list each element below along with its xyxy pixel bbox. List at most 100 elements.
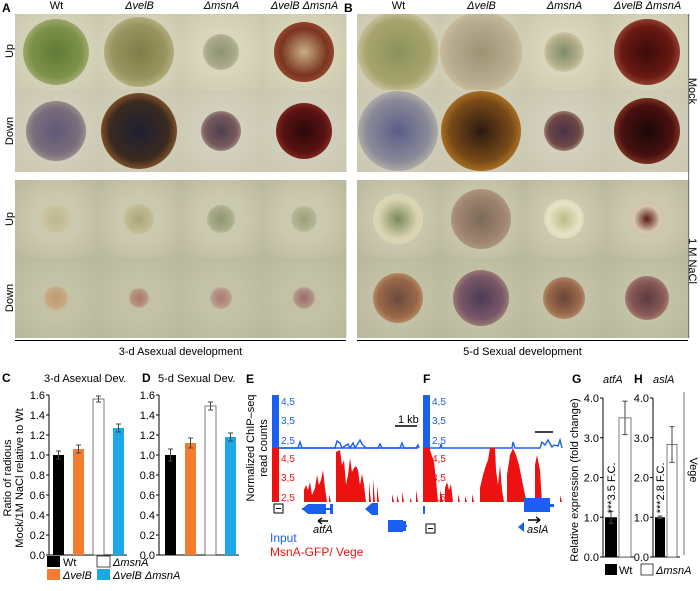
y-axis-label-c-line2: Mock/1M NaCl relative to Wt [14,408,26,547]
y-tick-label-D: 1.0 [140,450,155,462]
plate-a-up-nacl-msna [180,180,264,258]
condition-label-mock: Mock [686,77,698,105]
plate-a-up-nacl-velb [98,180,182,258]
colony-image [26,101,86,161]
plate-a-up-nacl-wt [15,180,99,258]
chip-track-f [430,448,562,502]
y-tick-label-C: 1.0 [30,450,45,462]
y-axis-label-g: Relative expression (fold change) [569,398,581,561]
panel-label-g: G [572,372,581,386]
plate-a-down-mock-double [263,90,347,172]
svg-text:4,5: 4,5 [432,454,446,465]
plate-b-up-nacl-msna [523,180,607,258]
y-tick-label-C: 1.2 [30,430,45,442]
svg-text:3,5: 3,5 [432,416,446,427]
input-track-e [279,438,420,450]
gene-models-f [423,506,524,532]
legend-label-msna-gh: ΔmsnA [655,565,692,577]
legend-label-wt-gh: Wt [619,565,632,577]
input-scale-bar-f [423,395,430,448]
legend-label-msna: ΔmsnA [112,557,149,569]
col-header-a-double: ΔvelB ΔmsnA [270,0,339,12]
colony-image [373,194,423,244]
plate-b-down-mock-double [606,90,690,172]
gene-models-f-right [524,498,554,512]
arrow-left-icon-e [317,517,328,525]
legend-swatch-wt-gh [605,564,617,575]
bar-charts-cd: C D 3-d Asexual Dev. 5-d Sexual Dev. Rat… [2,371,239,582]
bar-D-2 [204,405,217,556]
colony-image [276,103,332,159]
colony-image [453,270,509,326]
footer-line-a [15,340,346,341]
bar-C-0 [53,455,64,555]
condition-label-nacl: 1 M NaCl [686,238,698,284]
colony-image [357,14,439,90]
chart-title-c: 3-d Asexual Dev. [44,373,126,385]
panel-label-e: E [246,372,254,386]
svg-text:4,5: 4,5 [281,397,295,408]
colony-image [129,288,149,308]
panel-label-h: H [634,372,643,386]
plate-b-up-mock-velb [440,14,524,90]
legend-swatch-msna [96,555,111,568]
svg-text:3,5: 3,5 [432,473,446,484]
y-tick-label-H: 2.0 [634,473,649,485]
input-scale-bar-e [272,395,279,448]
y-tick-label-D: 0.6 [140,490,155,502]
bar-charts-gh: G atfA H aslA Relative expression (fold … [524,372,699,577]
y-tick-label-D: 1.6 [140,390,155,402]
colony-image [210,287,232,309]
bar-D-0 [165,455,176,555]
y-tick-label-D: 1.4 [140,410,155,422]
plate-b-up-mock-wt [357,14,441,90]
colony-image [441,91,521,171]
y-tick-label-D: 0.4 [140,510,155,522]
colony-image [291,206,317,232]
gene-label-atfa: atfA [313,524,333,536]
legend-label-wt: Wt [63,557,76,569]
col-header-b-wt: Wt [391,0,406,12]
legend-swatch-double [97,569,110,580]
y-tick-label-C: 1.6 [30,390,45,402]
svg-text:2,5: 2,5 [432,493,446,504]
y-tick-label-H: 1.0 [634,512,649,524]
y-tick-label-G: 1.0 [584,512,599,524]
footer-line-b [357,340,688,341]
chart-title-g: atfA [603,374,623,386]
y-tick-label-H: 4.0 [634,393,649,405]
panel-label-a: A [2,1,11,15]
colony-image [625,276,669,320]
colony-image [544,32,584,72]
scale-label-e: 1 kb [398,414,419,426]
colony-image [358,91,438,171]
plate-a-down-nacl-velb [98,258,182,338]
colony-image [274,22,334,82]
y-tick-label-C: 0.4 [30,510,45,522]
bar-G-0 [605,517,617,557]
y-tick-label-C: 0.8 [30,470,45,482]
bar-C-3 [113,428,124,555]
y-tick-label-D: 1.2 [140,430,155,442]
colony-image [614,98,680,164]
side-label-vege: Vege [687,457,699,482]
colony-image [124,204,154,234]
plate-b-down-mock-wt [357,90,441,172]
colony-image [44,286,68,310]
panel-label-d: D [142,371,151,385]
plate-b-up-nacl-wt [357,180,441,258]
plate-b-down-nacl-wt [357,258,441,338]
arrow-right-icon-f [528,516,541,524]
plate-a-up-mock-wt [15,14,99,90]
colony-image [544,199,584,239]
chip-seq-tracks: E F 4,5 3,5 2,5 4,5 3,5 2,5 1 kb atfA 4,5 3,5… [246,372,563,559]
legend-swatch-wt [47,556,60,567]
plate-b-up-nacl-double [606,180,690,258]
plate-a-up-nacl-double [263,180,347,258]
plate-a-down-mock-velb [98,90,182,172]
plate-b-down-nacl-velb [440,258,524,338]
bar-H-0 [655,517,665,557]
plate-b-up-nacl-velb [440,180,524,258]
y-tick-label-G: 4.0 [584,393,599,405]
colony-image [104,17,174,87]
